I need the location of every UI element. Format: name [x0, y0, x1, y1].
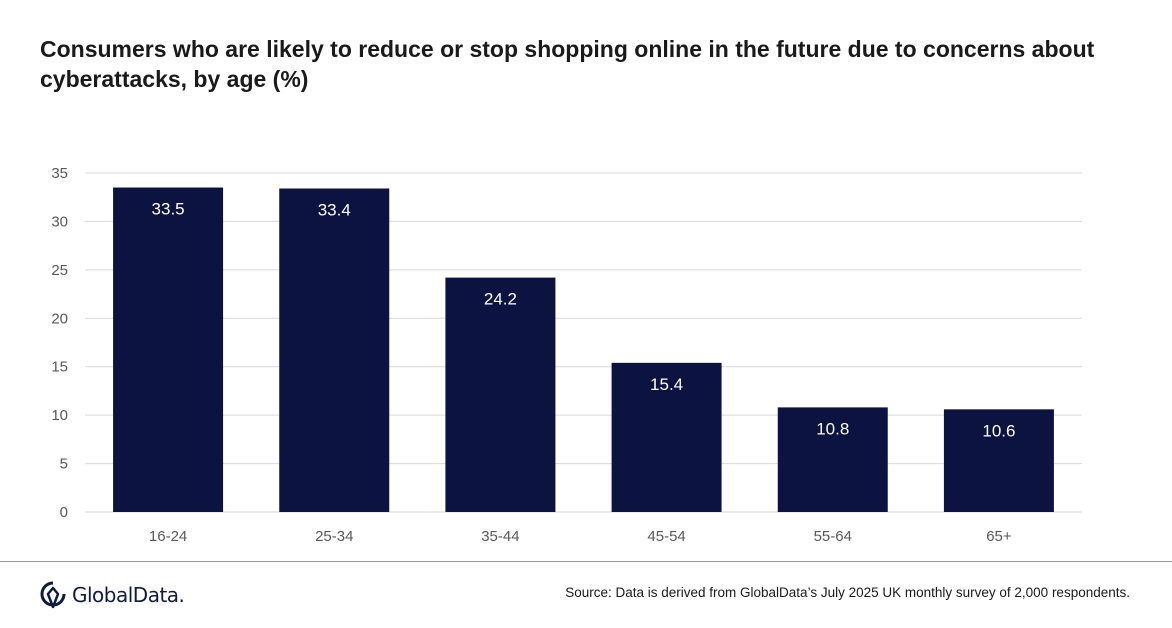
y-tick-label: 25 [51, 262, 68, 279]
x-tick-label: 45-54 [647, 528, 685, 545]
bar-55-64 [777, 407, 888, 512]
logo-text: GlobalData. [72, 583, 185, 607]
data-label: 33.5 [152, 200, 185, 219]
y-tick-label: 30 [51, 213, 68, 230]
bar-35-44 [445, 277, 556, 512]
chart-title: Consumers who are likely to reduce or st… [40, 36, 1095, 92]
data-label: 15.4 [650, 375, 683, 394]
data-label: 10.6 [982, 421, 1015, 440]
y-tick-label: 20 [51, 310, 68, 327]
data-label: 33.4 [318, 200, 351, 219]
y-tick-label: 35 [51, 165, 68, 182]
data-labels: 33.5 33.4 24.2 15.4 10.8 10.6 [152, 200, 1016, 441]
x-tick-label: 65+ [986, 528, 1012, 545]
globaldata-logo-mark-icon [40, 581, 66, 609]
globaldata-logo: GlobalData. [40, 579, 185, 611]
footer-divider [0, 561, 1172, 562]
bar-65+ [943, 409, 1054, 512]
x-tick-label: 35-44 [481, 528, 519, 545]
y-tick-label: 5 [60, 456, 68, 473]
bar-16-24 [113, 187, 224, 512]
data-label: 24.2 [484, 290, 517, 309]
bars [113, 187, 1054, 513]
y-tick-label: 15 [51, 359, 68, 376]
source-note: Source: Data is derived from GlobalData’… [565, 585, 1130, 600]
bar-45-54 [611, 362, 722, 512]
x-axis-ticks: 16-24 25-34 35-44 45-54 55-64 65+ [149, 528, 1012, 545]
y-tick-label: 10 [51, 407, 68, 424]
y-tick-label: 0 [60, 504, 68, 521]
gridlines [85, 172, 1082, 513]
x-tick-label: 55-64 [814, 528, 852, 545]
data-label: 10.8 [816, 419, 849, 438]
x-tick-label: 16-24 [149, 528, 187, 545]
bar-25-34 [279, 188, 390, 513]
x-tick-label: 25-34 [315, 528, 353, 545]
y-axis-ticks: 0 5 10 15 20 25 30 35 [51, 165, 68, 521]
